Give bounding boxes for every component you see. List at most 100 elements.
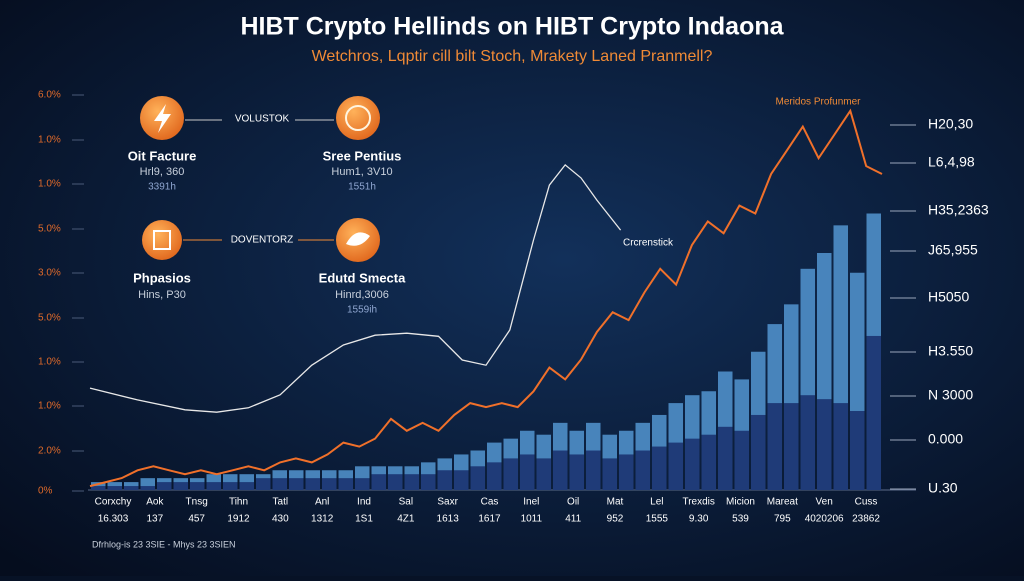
x-sublabel: 23862: [852, 514, 880, 525]
annotation: Phpasios: [133, 270, 191, 285]
left-label: 1.0%: [38, 357, 61, 368]
right-label: H20,30: [928, 116, 973, 132]
left-label: 3.0%: [38, 268, 61, 279]
x-sublabel: 457: [188, 514, 205, 525]
annotation: DOVENTORZ: [231, 235, 294, 246]
left-label: 6.0%: [38, 90, 61, 101]
bar: [751, 414, 766, 490]
icon-glyph: [346, 232, 370, 246]
x-tick-label: Saxr: [437, 497, 458, 508]
bar: [256, 478, 271, 490]
bar: [107, 486, 122, 490]
bar: [586, 450, 601, 490]
right-label: J65,955: [928, 242, 978, 258]
x-sublabel: 1S1: [355, 514, 373, 525]
bar: [734, 430, 749, 490]
bar: [833, 403, 848, 490]
icon-glyph: [153, 230, 171, 250]
right-label: H3.550: [928, 343, 973, 359]
annotation: 3391h: [148, 182, 176, 193]
left-label: 1.0%: [38, 401, 61, 412]
chart-title: HIBT Crypto Hellinds on HIBT Crypto Inda…: [240, 13, 784, 41]
annotation: Edutd Smecta: [319, 270, 406, 285]
x-sublabel: 430: [272, 514, 289, 525]
right-label: U.30: [928, 480, 958, 496]
bar: [140, 478, 155, 490]
annotation: 1559ih: [347, 305, 377, 316]
bar: [140, 486, 155, 490]
bar: [355, 478, 370, 490]
bar: [239, 482, 254, 490]
x-sublabel: 4020206: [805, 514, 844, 525]
x-sublabel: 9.30: [689, 514, 709, 525]
annotation: Meridos Profunmer: [775, 97, 861, 108]
annotation: Hrl9, 360: [140, 166, 185, 178]
bar: [866, 335, 881, 490]
bar: [850, 411, 865, 490]
bar: [701, 434, 716, 490]
right-label: H5050: [928, 289, 969, 305]
left-label: 1.0%: [38, 135, 61, 146]
bar: [91, 486, 106, 490]
annotation: Hinrd,3006: [335, 289, 389, 301]
bar: [619, 454, 634, 490]
bar: [223, 482, 238, 490]
bar: [454, 470, 469, 490]
icon: [336, 96, 380, 140]
footer: Dfrhlog-is 23 3SIE - Mhys 23 3SIEN: [92, 539, 236, 549]
annotation: 1551h: [348, 182, 376, 193]
bar: [503, 458, 518, 490]
x-sublabel: 4Z1: [397, 514, 415, 525]
right-label: L6,4,98: [928, 154, 975, 170]
x-tick-label: Lel: [650, 497, 663, 508]
bar: [421, 474, 436, 490]
bar: [685, 438, 700, 490]
x-sublabel: 16.303: [98, 514, 129, 525]
bar: [206, 482, 221, 490]
x-tick-label: Tnsg: [186, 497, 208, 508]
x-tick-label: Inel: [523, 497, 539, 508]
left-label: 2.0%: [38, 446, 61, 457]
x-tick-label: Cuss: [855, 497, 878, 508]
bar: [437, 470, 452, 490]
icons: [140, 96, 380, 262]
x-tick-label: Corxchy: [95, 497, 132, 508]
x-tick-label: Ind: [357, 497, 371, 508]
bar: [470, 466, 485, 490]
bar: [718, 426, 733, 490]
bar: [173, 482, 188, 490]
annotation: Crcrenstick: [623, 238, 674, 249]
bar: [305, 478, 320, 490]
right-label: 0.000: [928, 431, 963, 447]
x-sublabel: 1555: [646, 514, 669, 525]
bar: [800, 395, 815, 490]
bar: [569, 454, 584, 490]
icon: [142, 220, 182, 260]
bar: [817, 399, 832, 490]
right-label: H35,2363: [928, 202, 989, 218]
x-tick-label: Aok: [146, 497, 164, 508]
x-sublabel: 952: [607, 514, 624, 525]
x-sublabel: 1912: [227, 514, 250, 525]
icon-glyph: [154, 104, 171, 133]
bar: [404, 474, 419, 490]
bar: [602, 458, 617, 490]
line: [89, 163, 622, 413]
x-sublabel: 1617: [478, 514, 501, 525]
x-sublabel: 137: [146, 514, 163, 525]
x-sublabel: 1312: [311, 514, 334, 525]
bar: [388, 474, 403, 490]
x-sublabel: 1613: [437, 514, 460, 525]
left-label: 5.0%: [38, 313, 61, 324]
bar: [635, 450, 650, 490]
x-sublabel: 539: [732, 514, 749, 525]
annotation: Hum1, 3V10: [331, 166, 392, 178]
bar: [371, 474, 386, 490]
x-tick-label: Tihn: [229, 497, 248, 508]
annotation: Hins, P30: [138, 289, 186, 301]
annotation: Sree Pentius: [323, 148, 402, 163]
bar: [124, 486, 139, 490]
bar: [767, 403, 782, 490]
